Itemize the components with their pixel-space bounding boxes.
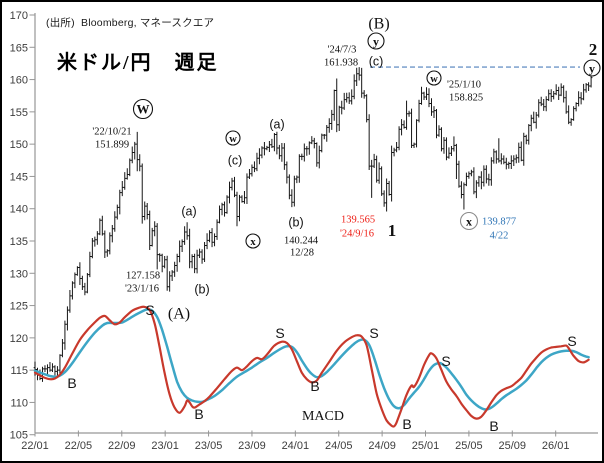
y-tick-label: 165 — [10, 42, 28, 54]
wave-circle-icon — [132, 98, 154, 120]
annotation-label: 127.158 — [126, 271, 160, 282]
annotation-label: 4/22 — [490, 231, 509, 242]
annotation-label: (c) — [369, 54, 384, 68]
sell-signal-label: S — [567, 333, 576, 349]
wave-letter: x — [466, 214, 472, 228]
page-title: 米ドル/円 週足 — [57, 52, 219, 74]
wave-circle-icon — [367, 32, 385, 50]
wave-letter: y — [589, 61, 595, 75]
macd-signal-line — [33, 308, 590, 411]
wave-letter: y — [373, 34, 379, 48]
annotation-label: 139.877 — [482, 217, 516, 228]
x-tick-label: 23/05 — [195, 440, 223, 452]
wave-letter: x — [250, 237, 256, 248]
y-tick-label: 130 — [10, 268, 28, 280]
trade-signal-labels: B S B S B S B S B S — [67, 302, 576, 434]
sell-signal-label: S — [441, 353, 450, 369]
y-tick-label: 160 — [10, 75, 28, 87]
circled-label-W: W — [132, 98, 154, 120]
x-tick-label: 25/01 — [412, 440, 440, 452]
annotation-label: 1 — [388, 221, 397, 240]
y-tick-label: 120 — [10, 333, 28, 345]
y-axis-labels: 170 165 160 155 150 145 140 135 130 125 120 115 110 1… — [10, 10, 28, 442]
annotation-label: 140.244 — [284, 236, 319, 247]
candlestick-series — [33, 67, 593, 382]
annotation-label: (a) — [181, 204, 196, 218]
wave-circle-icon — [583, 59, 601, 77]
annotation-label: (c) — [228, 153, 243, 167]
circled-label-x: x — [245, 233, 261, 249]
annotations: '22/10/21 151.899 (a) (b) 127.158 '23/1/16 (A)… — [92, 16, 597, 424]
wave-circle-icon — [225, 130, 241, 146]
annotation-label: (b) — [288, 215, 303, 229]
x-tick-label: 25/05 — [455, 440, 483, 452]
x-tick-label: 25/09 — [499, 440, 527, 452]
x-tick-label: 24/09 — [368, 440, 396, 452]
buy-signal-label: B — [489, 418, 498, 434]
x-tick-label: 23/01 — [151, 440, 179, 452]
y-tick-label: 145 — [10, 171, 28, 183]
source-note: (出所) Bloomberg, マネースクエア — [46, 17, 215, 29]
wave-letter: W — [137, 102, 150, 117]
sell-signal-label: S — [145, 302, 154, 318]
circled-label-w: w — [225, 130, 241, 146]
y-tick-label: 115 — [10, 365, 28, 377]
x-tick-label: 26/01 — [542, 440, 570, 452]
annotation-label: '24/7/3 — [328, 45, 357, 56]
buy-signal-label: B — [194, 406, 203, 422]
y-tick-label: 155 — [10, 107, 28, 119]
x-tick-label: 23/09 — [238, 440, 266, 452]
y-tick-label: 105 — [10, 430, 28, 442]
x-tick-label: 22/05 — [65, 440, 93, 452]
annotation-label: 158.825 — [449, 93, 483, 104]
x-tick-label: 22/09 — [108, 440, 136, 452]
annotation-label: (b) — [194, 282, 209, 296]
ohlc-bars — [33, 67, 593, 382]
annotation-label: '22/10/21 — [92, 127, 131, 138]
y-tick-label: 110 — [10, 397, 28, 409]
buy-signal-label: B — [67, 375, 76, 391]
circled-wave-labels: Ww x y w x y — [132, 32, 601, 249]
y-tick-label: 150 — [10, 139, 28, 151]
circled-label-y: y — [367, 32, 385, 50]
x-tick-label: 22/01 — [21, 440, 49, 452]
annotation-label: '24/9/16 — [340, 229, 374, 240]
annotation-label: '23/1/16 — [125, 284, 159, 295]
buy-signal-label: B — [402, 416, 411, 432]
macd-line — [33, 305, 590, 428]
annotation-label: 139.565 — [341, 215, 375, 226]
x-tick-label: 24/01 — [282, 440, 310, 452]
annotation-label: 151.899 — [95, 140, 129, 151]
wave-circle-icon — [426, 70, 442, 86]
annotation-label: (B) — [368, 16, 389, 33]
y-tick-label: 170 — [10, 10, 28, 22]
wave-letter: w — [430, 74, 438, 85]
annotation-label: (a) — [269, 117, 284, 131]
wave-letter: w — [229, 134, 237, 145]
buy-signal-label: B — [310, 378, 319, 394]
wave-circle-icon — [245, 233, 261, 249]
sell-signal-label: S — [369, 325, 378, 341]
y-tick-label: 135 — [10, 236, 28, 248]
wave-circle-icon — [459, 211, 479, 231]
y-tick-label: 125 — [10, 301, 28, 313]
annotation-label: '25/1/10 — [447, 80, 481, 91]
sell-signal-label: S — [275, 325, 284, 341]
annotation-label: MACD — [302, 409, 344, 424]
x-tick-label: 24/05 — [325, 440, 353, 452]
annotation-label: (A) — [168, 306, 190, 323]
circled-label-w: w — [426, 70, 442, 86]
circled-label-x: x — [459, 211, 479, 231]
x-axis-labels: 22/01 22/05 22/09 23/01 23/05 23/09 24/01 24/05… — [21, 440, 569, 452]
y-tick-label: 140 — [10, 204, 28, 216]
annotation-label: 2 — [589, 40, 598, 59]
annotation-label: 12/28 — [290, 248, 314, 259]
circled-label-y: y — [583, 59, 601, 77]
annotation-label: 161.938 — [324, 58, 358, 69]
